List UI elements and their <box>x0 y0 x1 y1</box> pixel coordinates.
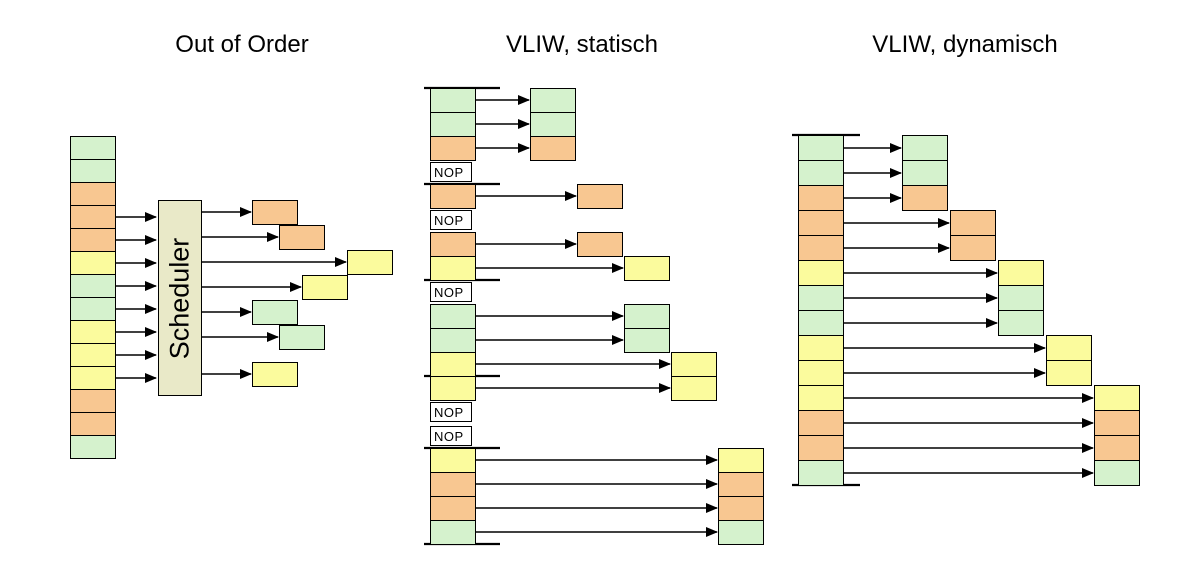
instruction-cell <box>430 520 476 545</box>
title-out-of-order: Out of Order <box>175 31 309 58</box>
execution-cell <box>1046 360 1092 386</box>
execution-cell <box>1094 460 1140 486</box>
execution-cell <box>950 210 996 236</box>
instruction-cell <box>70 182 116 206</box>
instruction-cell <box>430 184 476 209</box>
instruction-cell <box>430 232 476 257</box>
instruction-cell <box>798 410 844 436</box>
instruction-cell <box>798 335 844 361</box>
execution-cell <box>252 300 298 325</box>
instruction-cell <box>798 360 844 386</box>
instruction-cell <box>70 136 116 160</box>
instruction-cell <box>430 88 476 113</box>
execution-cell <box>530 112 576 137</box>
execution-cell <box>950 235 996 261</box>
execution-cell <box>718 472 764 497</box>
execution-cell <box>530 136 576 161</box>
instruction-cell <box>798 310 844 336</box>
instruction-cell <box>70 435 116 459</box>
execution-cell <box>252 200 298 225</box>
execution-cell <box>1094 435 1140 461</box>
instruction-cell <box>70 412 116 436</box>
title-vliw-dynamic: VLIW, dynamisch <box>872 31 1058 58</box>
instruction-cell <box>430 136 476 161</box>
nop-cell: NOP <box>430 162 472 182</box>
execution-cell <box>902 160 948 186</box>
execution-cell <box>902 185 948 211</box>
nop-cell: NOP <box>430 402 472 422</box>
instruction-cell <box>70 297 116 321</box>
execution-cell <box>302 275 348 300</box>
instruction-cell <box>70 366 116 390</box>
instruction-cell <box>798 160 844 186</box>
instruction-cell <box>430 328 476 353</box>
instruction-cell <box>430 448 476 473</box>
execution-cell <box>902 135 948 161</box>
instruction-cell <box>430 472 476 497</box>
instruction-cell <box>430 352 476 377</box>
instruction-cell <box>70 205 116 229</box>
execution-cell <box>279 225 325 250</box>
instruction-cell <box>798 435 844 461</box>
execution-cell <box>279 325 325 350</box>
instruction-cell <box>798 285 844 311</box>
execution-cell <box>347 250 393 275</box>
nop-cell: NOP <box>430 426 472 446</box>
instruction-cell <box>798 135 844 161</box>
title-vliw-static: VLIW, statisch <box>505 31 659 58</box>
scheduler-box: Scheduler <box>158 200 202 396</box>
instruction-cell <box>798 460 844 486</box>
instruction-cell <box>70 228 116 252</box>
instruction-cell <box>430 112 476 137</box>
execution-cell <box>530 88 576 113</box>
execution-cell <box>1046 335 1092 361</box>
instruction-cell <box>70 320 116 344</box>
instruction-cell <box>798 210 844 236</box>
instruction-cell <box>70 251 116 275</box>
execution-cell <box>718 520 764 545</box>
nop-cell: NOP <box>430 210 472 230</box>
execution-cell <box>998 260 1044 286</box>
instruction-cell <box>430 496 476 521</box>
execution-cell <box>671 352 717 377</box>
instruction-cell <box>430 304 476 329</box>
instruction-cell <box>70 343 116 367</box>
execution-cell <box>1094 385 1140 411</box>
execution-cell <box>718 448 764 473</box>
execution-cell <box>998 310 1044 336</box>
execution-cell <box>671 376 717 401</box>
execution-cell <box>624 328 670 353</box>
execution-cell <box>252 362 298 387</box>
instruction-cell <box>798 385 844 411</box>
instruction-cell <box>70 159 116 183</box>
instruction-cell <box>70 389 116 413</box>
execution-cell <box>577 232 623 257</box>
execution-cell <box>577 184 623 209</box>
execution-cell <box>1094 410 1140 436</box>
execution-cell <box>718 496 764 521</box>
instruction-cell <box>798 260 844 286</box>
execution-cell <box>624 256 670 281</box>
instruction-cell <box>798 185 844 211</box>
instruction-cell <box>798 235 844 261</box>
execution-cell <box>998 285 1044 311</box>
instruction-cell <box>430 376 476 401</box>
execution-cell <box>624 304 670 329</box>
scheduler-label: Scheduler <box>164 237 195 359</box>
instruction-cell <box>430 256 476 281</box>
nop-cell: NOP <box>430 282 472 302</box>
instruction-cell <box>70 274 116 298</box>
